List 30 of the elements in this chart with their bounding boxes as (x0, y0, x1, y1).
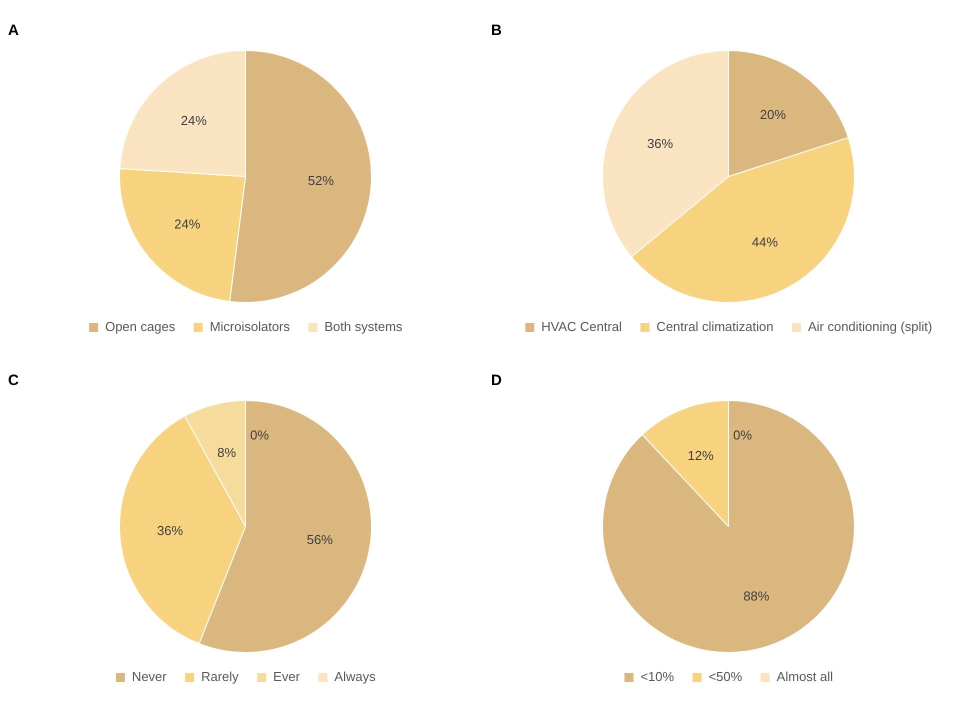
legend-label: Always (334, 669, 376, 684)
data-label: 36% (647, 136, 674, 151)
chart-title: A (8, 22, 19, 40)
data-label: 24% (180, 112, 208, 128)
legend-label: HVAC Central (541, 319, 622, 334)
chart-title: B (491, 22, 502, 40)
data-label: 20% (760, 106, 786, 122)
chart-title: C (8, 372, 19, 390)
legend-label: Almost all (776, 669, 834, 684)
data-label: 12% (688, 448, 714, 463)
legend-label: Both systems (324, 319, 403, 334)
legend-label: <10% (640, 669, 675, 684)
legend-label: Ever (273, 669, 301, 684)
data-label: 52% (308, 172, 334, 188)
data-label: 44% (752, 234, 778, 250)
legend-label: Open cages (105, 319, 176, 334)
data-label: 56% (306, 532, 334, 548)
legend-label: Microisolators (210, 319, 290, 334)
legend-label: Never (132, 669, 168, 684)
legend-label: <50% (708, 669, 743, 684)
legend-label: Air conditioning (split) (808, 319, 932, 334)
legend-label: Rarely (201, 669, 240, 684)
legend-label: Central climatization (656, 319, 774, 334)
text: 0% (733, 427, 752, 442)
data-label: 36% (157, 522, 184, 538)
data-label: 88% (743, 588, 770, 604)
data-label: 24% (174, 216, 201, 232)
text: 0% (250, 427, 269, 442)
chart-title: D (491, 372, 502, 390)
data-label: 8% (217, 444, 237, 460)
